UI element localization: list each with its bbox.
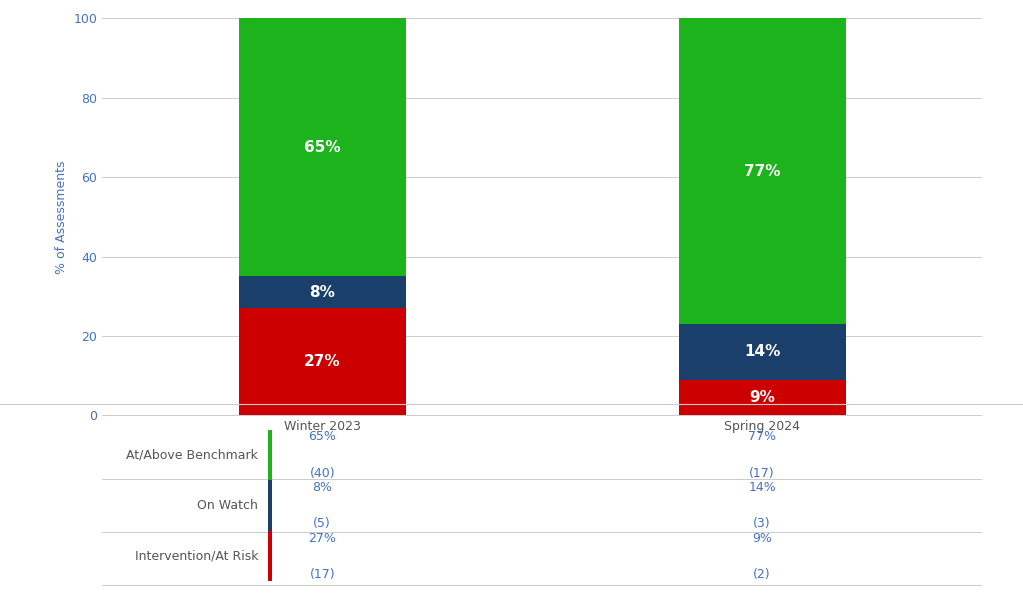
- Text: 77%: 77%: [744, 164, 781, 179]
- Text: 8%: 8%: [309, 285, 336, 300]
- Text: 9%: 9%: [749, 390, 775, 405]
- Text: 27%: 27%: [304, 354, 341, 369]
- Bar: [238, 308, 406, 415]
- Bar: [268, 430, 272, 480]
- Text: (17): (17): [749, 466, 775, 480]
- Y-axis label: % of Assessments: % of Assessments: [55, 160, 68, 274]
- Bar: [268, 531, 272, 581]
- Text: 27%: 27%: [308, 531, 337, 545]
- Text: 77%: 77%: [748, 430, 776, 443]
- Text: 9%: 9%: [752, 531, 772, 545]
- Text: 14%: 14%: [744, 344, 781, 359]
- Text: 65%: 65%: [308, 430, 337, 443]
- Text: 65%: 65%: [304, 140, 341, 155]
- Text: Intervention/At Risk: Intervention/At Risk: [134, 550, 258, 562]
- Text: On Watch: On Watch: [197, 499, 258, 512]
- Text: (17): (17): [309, 568, 336, 581]
- Text: 14%: 14%: [748, 481, 776, 494]
- Text: (5): (5): [313, 517, 331, 530]
- Bar: [238, 277, 406, 308]
- Text: 8%: 8%: [312, 481, 332, 494]
- Bar: [268, 480, 272, 531]
- Bar: [678, 379, 846, 415]
- Text: (2): (2): [753, 568, 771, 581]
- Text: At/Above Benchmark: At/Above Benchmark: [126, 449, 258, 461]
- Bar: [678, 324, 846, 379]
- Text: (40): (40): [309, 466, 336, 480]
- Bar: [678, 18, 846, 324]
- Bar: [238, 18, 406, 277]
- Text: (3): (3): [753, 517, 771, 530]
